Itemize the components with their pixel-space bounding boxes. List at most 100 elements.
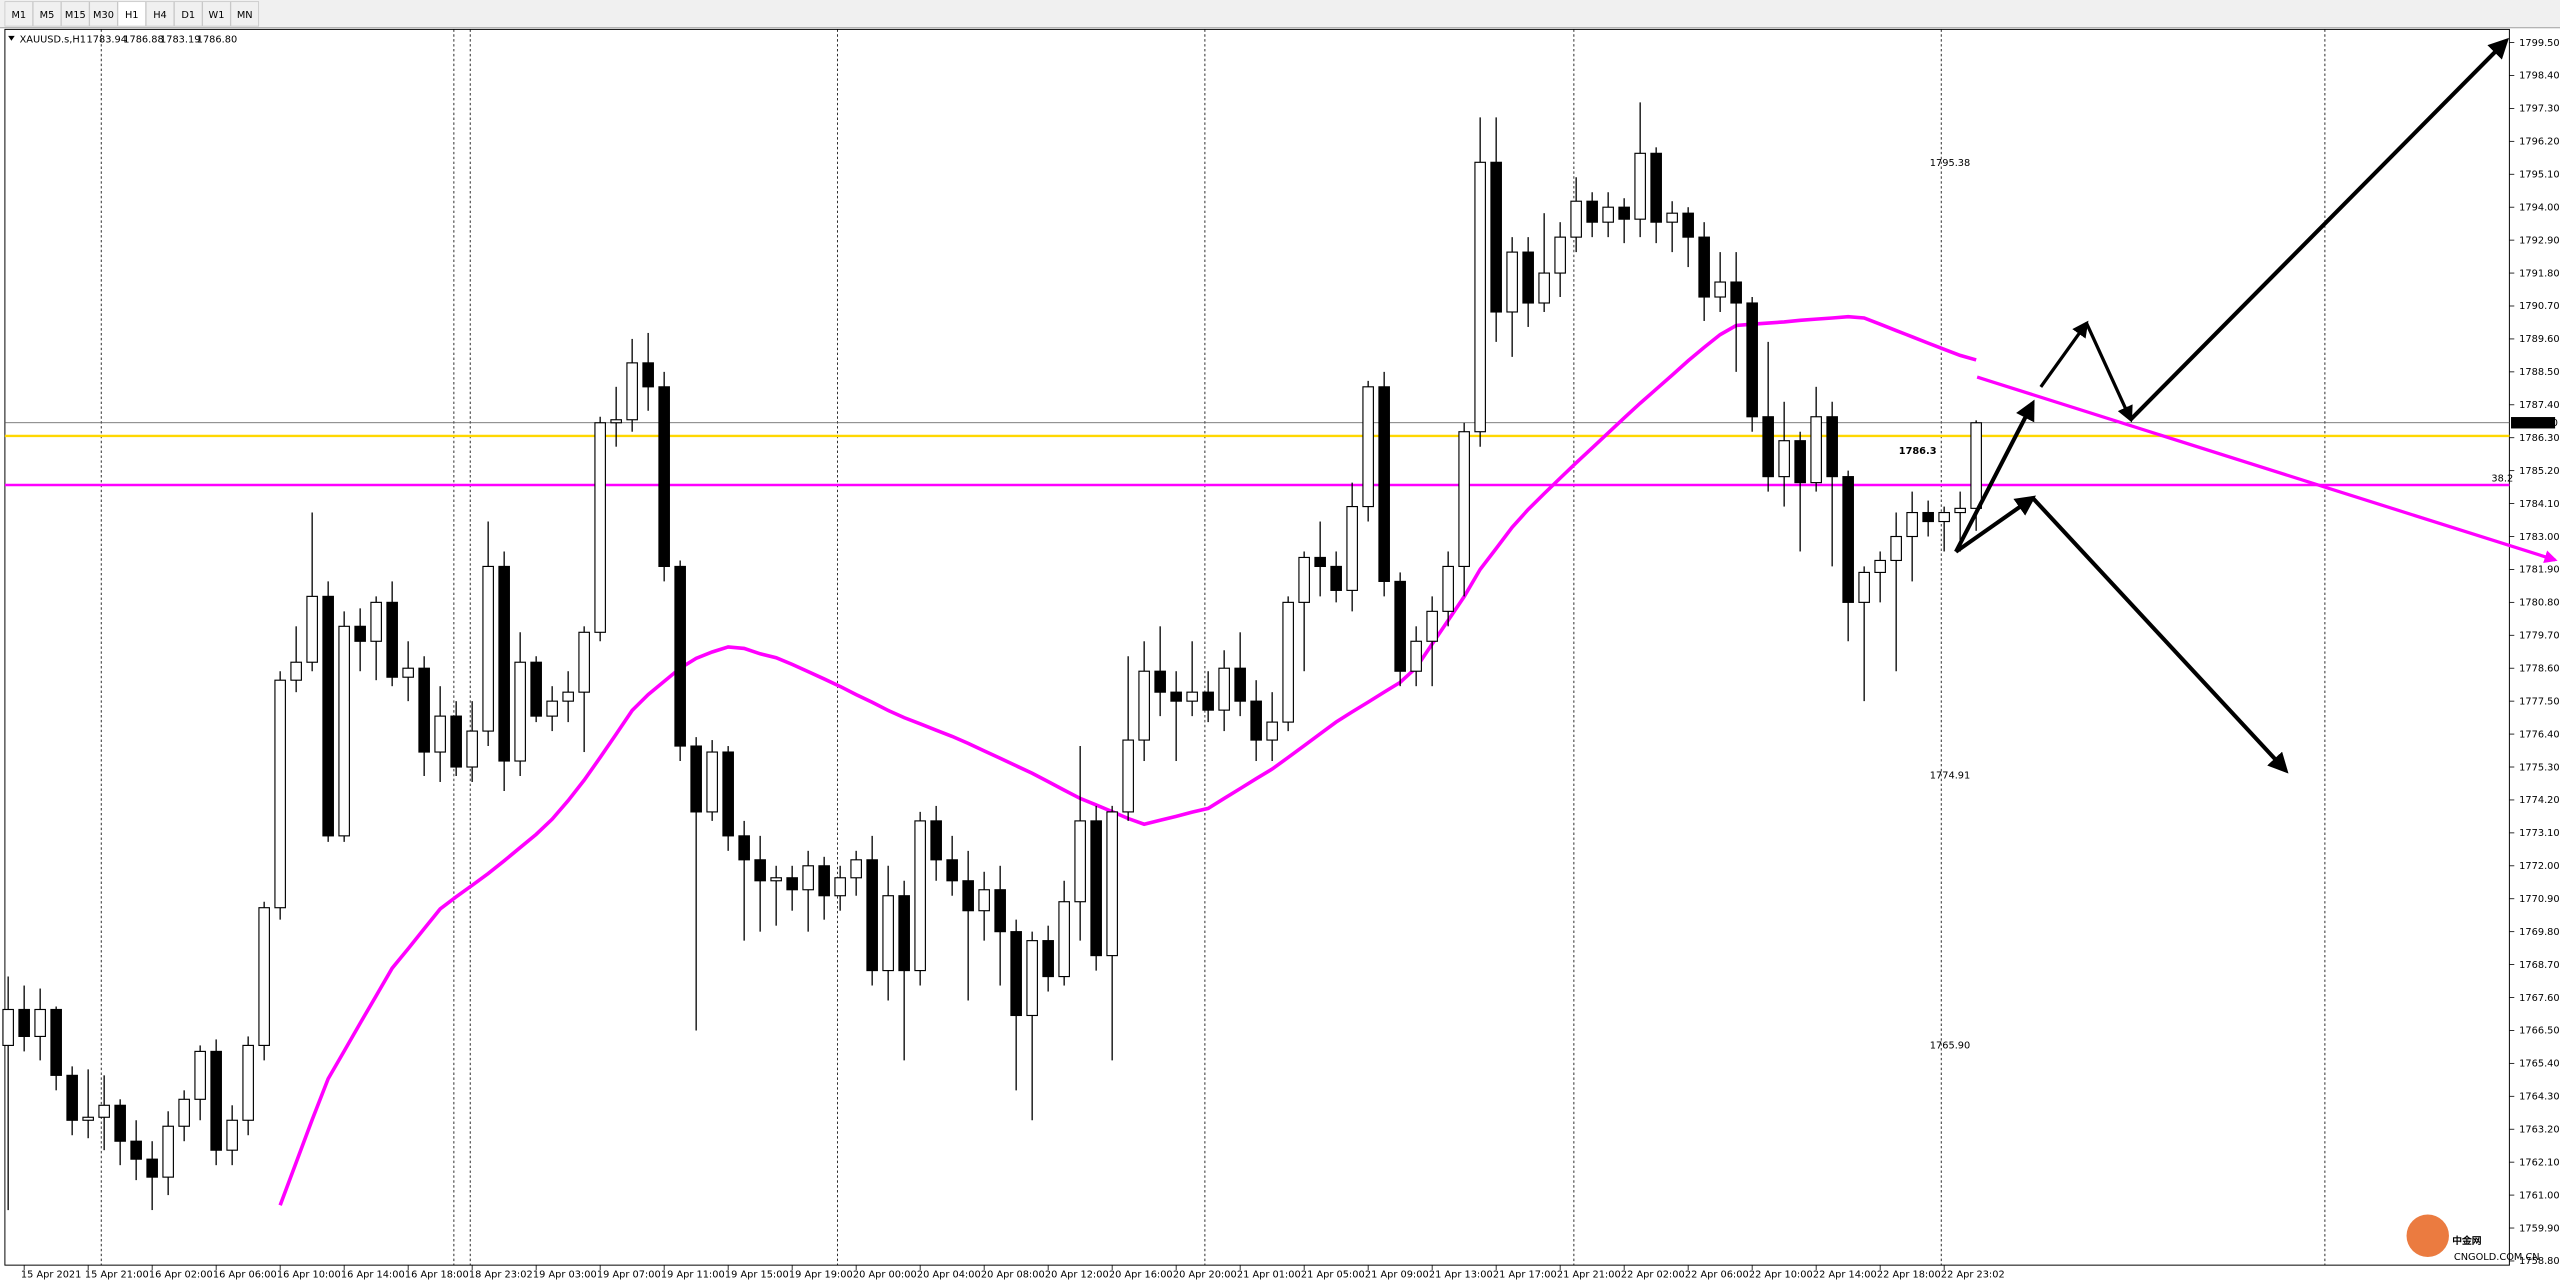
candle-body — [1938, 511, 1950, 523]
x-tick-label: 21 Apr 17:00 — [1493, 1269, 1557, 1280]
x-tick-label: 19 Apr 19:00 — [789, 1269, 853, 1280]
candle-body — [1554, 236, 1566, 274]
candle-body — [1074, 820, 1086, 903]
y-tick-label: 1775.30 — [2519, 762, 2559, 773]
y-tick-label: 1770.90 — [2519, 894, 2559, 905]
timeframe-button[interactable] — [145, 1, 175, 27]
candle-body — [114, 1104, 126, 1142]
timeframe-button[interactable] — [4, 1, 34, 27]
timeframe-label[interactable]: M1 — [11, 10, 26, 21]
candle-body — [1858, 571, 1870, 603]
candle-body — [786, 877, 798, 891]
candle-body — [1282, 601, 1294, 723]
candle-body — [466, 730, 478, 768]
timeframe-button[interactable] — [32, 1, 62, 27]
candle-body — [450, 715, 462, 768]
candle-body — [1746, 302, 1758, 418]
candle-body — [914, 820, 926, 972]
candle-body — [322, 595, 334, 837]
timeframe-label[interactable]: MN — [237, 10, 253, 21]
candle-body — [50, 1008, 62, 1076]
candle-body — [1458, 431, 1470, 568]
timeframe-label[interactable]: D1 — [181, 10, 195, 21]
fib-level-label: 1774.91 — [1930, 771, 1970, 782]
candle-body — [1202, 691, 1214, 711]
y-tick-label: 1784.10 — [2519, 499, 2559, 510]
x-tick-label: 22 Apr 06:00 — [1685, 1269, 1749, 1280]
fib-level-label: 1765.90 — [1930, 1040, 1970, 1051]
candle-body — [722, 751, 734, 837]
y-tick-label: 1792.90 — [2519, 235, 2559, 246]
plot-area — [4, 28, 2510, 1266]
candle-body — [1106, 811, 1118, 957]
x-tick-label: 21 Apr 21:00 — [1557, 1269, 1621, 1280]
candle-body — [370, 601, 382, 642]
candle-body — [1410, 640, 1422, 672]
y-tick-label: 1780.80 — [2519, 598, 2559, 609]
arrow — [2085, 322, 2133, 423]
y-tick-label: 1786.30 — [2519, 433, 2559, 444]
candle-body — [978, 889, 990, 912]
current-price-label: 1786.80 — [2518, 418, 2558, 429]
candle-body — [306, 595, 318, 663]
candle-body — [1794, 440, 1806, 484]
x-tick-label: 22 Apr 18:00 — [1877, 1269, 1941, 1280]
y-tick-label: 1761.00 — [2519, 1190, 2559, 1201]
price-note: 1786.3 — [1899, 446, 1937, 457]
candle-body — [1970, 422, 1982, 509]
candle-body — [386, 601, 398, 678]
candle-body — [578, 631, 590, 693]
candle-body — [866, 859, 878, 972]
watermark-logo — [2406, 1214, 2449, 1257]
candle-body — [338, 625, 350, 837]
candle-body — [1266, 721, 1278, 741]
fib-level-label: 1795.38 — [1930, 158, 1970, 169]
timeframe-button[interactable] — [230, 1, 260, 27]
candle-body — [658, 386, 670, 568]
x-tick-label: 20 Apr 00:00 — [853, 1269, 917, 1280]
x-tick-label: 21 Apr 05:00 — [1301, 1269, 1365, 1280]
candle-body — [882, 895, 894, 972]
candle-body — [962, 880, 974, 912]
x-tick-label: 20 Apr 20:00 — [1173, 1269, 1237, 1280]
quote-value: 1783.94 — [87, 34, 127, 45]
y-tick-label: 1767.60 — [2519, 993, 2559, 1004]
x-tick-label: 16 Apr 14:00 — [341, 1269, 405, 1280]
candle-body — [1954, 507, 1966, 514]
y-tick-label: 1787.40 — [2519, 400, 2559, 411]
candle-body — [1762, 416, 1774, 478]
candle-body — [610, 419, 622, 424]
candle-body — [946, 859, 958, 882]
candle-body — [130, 1140, 142, 1160]
candle-body — [1026, 940, 1038, 1017]
timeframe-label[interactable]: H1 — [125, 10, 139, 21]
candle-body — [706, 751, 718, 813]
timeframe-label[interactable]: W1 — [209, 10, 225, 21]
candle-body — [210, 1050, 222, 1151]
timeframe-button[interactable] — [60, 1, 90, 27]
candle-body — [482, 565, 494, 732]
y-tick-label: 1778.60 — [2519, 663, 2559, 674]
y-tick-label: 1794.00 — [2519, 202, 2559, 213]
timeframe-label[interactable]: M30 — [93, 10, 114, 21]
timeframe-label[interactable]: M15 — [65, 10, 86, 21]
y-tick-label: 1773.10 — [2519, 828, 2559, 839]
candle-body — [1490, 161, 1502, 313]
candle-body — [1682, 212, 1694, 238]
y-tick-label: 1791.80 — [2519, 268, 2559, 279]
timeframe-label[interactable]: M5 — [40, 10, 55, 21]
y-tick-label: 1768.70 — [2519, 960, 2559, 971]
candle-body — [354, 625, 366, 642]
timeframe-button[interactable] — [117, 1, 147, 27]
x-tick-label: 19 Apr 07:00 — [597, 1269, 661, 1280]
watermark-site: CNGOLD.COM.CN — [2454, 1252, 2540, 1263]
candle-body — [274, 679, 286, 909]
timeframe-button[interactable] — [89, 1, 118, 27]
timeframe-button[interactable] — [173, 1, 203, 27]
candle-body — [562, 691, 574, 702]
candle-body — [1058, 901, 1070, 978]
trend-line — [1976, 375, 2558, 564]
y-tick-label: 1789.60 — [2519, 334, 2559, 345]
timeframe-button[interactable] — [202, 1, 231, 27]
timeframe-label[interactable]: H4 — [153, 10, 167, 21]
